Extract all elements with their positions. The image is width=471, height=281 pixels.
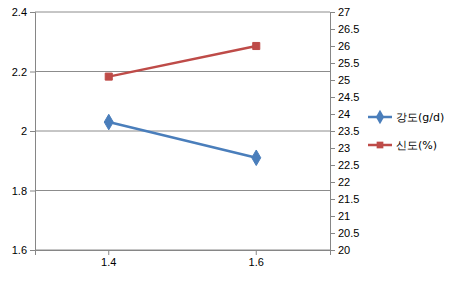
tick-label: 1.6 bbox=[12, 244, 27, 256]
plot-area bbox=[104, 42, 260, 165]
legend-marker bbox=[376, 110, 384, 124]
tick: 1.6 bbox=[249, 250, 264, 268]
tick-label: 20.5 bbox=[338, 227, 359, 239]
grid-line bbox=[35, 190, 330, 191]
marker bbox=[252, 150, 261, 166]
tick-label: 21 bbox=[338, 210, 350, 222]
chart-container: 1.61.822.22.42020.52121.52222.52323.5242… bbox=[0, 0, 471, 281]
tick-label: 1.6 bbox=[249, 256, 264, 268]
tick: 24 bbox=[330, 108, 350, 120]
legend-marker bbox=[377, 142, 384, 149]
axis-line bbox=[36, 251, 331, 256]
tick-mark bbox=[256, 250, 257, 255]
legend: 강도(g/d) 신도(%) bbox=[368, 110, 444, 152]
tick-mark bbox=[108, 250, 109, 255]
tick: 2 bbox=[21, 125, 35, 137]
tick: 27 bbox=[330, 6, 350, 18]
tick-label: 24.5 bbox=[338, 91, 359, 103]
tick-label: 2.4 bbox=[12, 6, 27, 18]
tick-label: 23 bbox=[338, 142, 350, 154]
grid-line bbox=[35, 71, 330, 72]
tick-mark bbox=[30, 250, 35, 251]
tick-mark bbox=[330, 114, 335, 115]
tick: 21.5 bbox=[330, 193, 359, 205]
grid bbox=[35, 12, 330, 250]
axis-line bbox=[331, 13, 336, 251]
chart: 1.61.822.22.42020.52121.52222.52323.5242… bbox=[0, 0, 471, 281]
axis-line bbox=[30, 13, 36, 251]
tick-mark bbox=[330, 199, 335, 200]
tick-label: 24 bbox=[338, 108, 350, 120]
tick: 26.5 bbox=[330, 23, 359, 35]
legend-label: 강도(g/d) bbox=[396, 111, 444, 124]
tick-mark bbox=[30, 191, 35, 192]
marker bbox=[105, 73, 112, 80]
series-line bbox=[109, 122, 257, 158]
tick: 1.8 bbox=[12, 185, 35, 197]
tick-label: 1.4 bbox=[101, 256, 116, 268]
tick-mark bbox=[330, 131, 335, 132]
tick-label: 20 bbox=[338, 244, 350, 256]
tick-label: 22 bbox=[338, 176, 350, 188]
series-line bbox=[109, 46, 257, 77]
marker bbox=[104, 114, 113, 130]
tick: 2.4 bbox=[12, 6, 35, 18]
tick-mark bbox=[330, 12, 335, 13]
tick-mark bbox=[30, 12, 35, 13]
tick-mark bbox=[330, 63, 335, 64]
tick: 22 bbox=[330, 176, 350, 188]
tick-mark bbox=[330, 216, 335, 217]
tick-label: 2.2 bbox=[12, 66, 27, 78]
tick-label: 1.8 bbox=[12, 185, 27, 197]
tick-mark bbox=[30, 131, 35, 132]
tick: 23 bbox=[330, 142, 350, 154]
grid-line bbox=[35, 131, 330, 132]
marker bbox=[253, 42, 260, 49]
tick: 20.5 bbox=[330, 227, 359, 239]
tick-label: 23.5 bbox=[338, 125, 359, 137]
tick: 22.5 bbox=[330, 159, 359, 171]
tick-mark bbox=[330, 148, 335, 149]
legend-label: 신도(%) bbox=[396, 139, 437, 152]
tick-mark bbox=[30, 72, 35, 73]
tick-label: 26 bbox=[338, 40, 350, 52]
tick-mark bbox=[330, 97, 335, 98]
tick: 2.2 bbox=[12, 66, 35, 78]
tick: 25.5 bbox=[330, 57, 359, 69]
tick-label: 22.5 bbox=[338, 159, 359, 171]
y-axis: 1.6 1.8 2 2.2 2.4 bbox=[12, 6, 36, 256]
tick-label: 25.5 bbox=[338, 57, 359, 69]
tick-mark bbox=[330, 80, 335, 81]
tick-mark bbox=[330, 233, 335, 234]
tick: 1.4 bbox=[101, 250, 116, 268]
tick-mark bbox=[330, 46, 335, 47]
tick-label: 26.5 bbox=[338, 23, 359, 35]
tick: 24.5 bbox=[330, 91, 359, 103]
tick: 26 bbox=[330, 40, 350, 52]
tick-mark bbox=[330, 165, 335, 166]
tick-mark bbox=[330, 29, 335, 30]
tick-label: 2 bbox=[21, 125, 27, 137]
tick-label: 25 bbox=[338, 74, 350, 86]
tick-mark bbox=[330, 182, 335, 183]
tick: 23.5 bbox=[330, 125, 359, 137]
tick-label: 21.5 bbox=[338, 193, 359, 205]
grid-line bbox=[35, 12, 330, 13]
tick: 1.6 bbox=[12, 244, 35, 256]
tick: 25 bbox=[330, 74, 350, 86]
tick: 21 bbox=[330, 210, 350, 222]
y2-axis: 20 20.5 21 21.5 22 22.5 23 23.5 24 24.5 25 25.5 26 26… bbox=[330, 6, 359, 256]
tick-label: 27 bbox=[338, 6, 350, 18]
x-axis: 1.4 1.6 bbox=[36, 250, 331, 268]
tick: 20 bbox=[330, 244, 350, 256]
